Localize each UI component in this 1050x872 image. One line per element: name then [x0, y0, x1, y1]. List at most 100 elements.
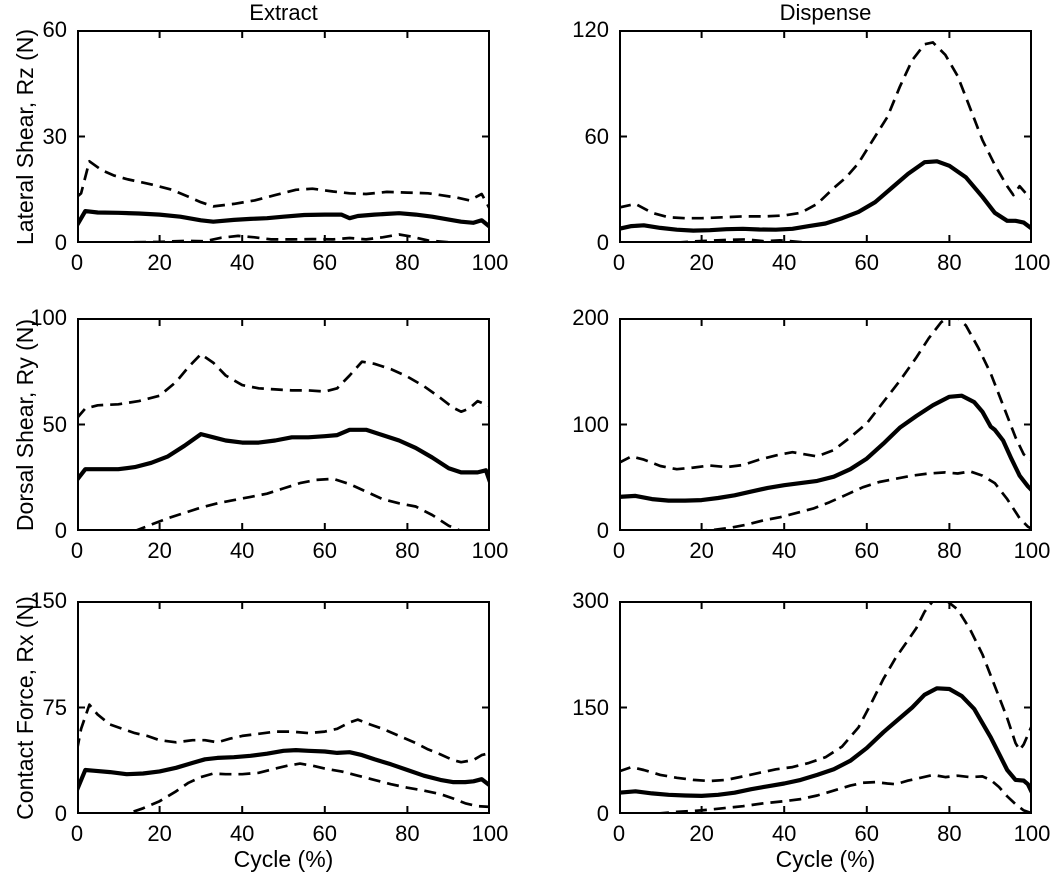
plot-title-dispense: Dispense [779, 0, 872, 25]
x-tick-label: 60 [312, 538, 338, 563]
axes-border [77, 30, 490, 243]
series-mean-line [77, 209, 490, 229]
plot-area-dispense-rz [619, 30, 1032, 243]
subplot-extract-ry [77, 318, 490, 531]
y-tick-label: 60 [42, 17, 67, 42]
x-tick-label: 20 [147, 821, 172, 846]
x-tick-label: 40 [771, 250, 797, 275]
x-tick-label: 60 [312, 250, 338, 275]
series-upper-bound-line [77, 352, 490, 419]
series-lower-bound-line [77, 477, 490, 531]
y-tick-label: 200 [572, 305, 609, 330]
y-tick-label: 0 [596, 518, 609, 543]
x-axis-label-extract-rx: Cycle (%) [233, 846, 334, 872]
y-tick-label: 60 [584, 123, 609, 149]
x-tick-label: 0 [612, 821, 626, 846]
series-mean-line [77, 427, 490, 483]
series-lower-bound-line [77, 762, 490, 814]
plot-area-extract-ry [77, 318, 490, 531]
x-tick-label: 80 [937, 538, 962, 563]
x-tick-label: 80 [937, 821, 962, 846]
series-lower-bound-line [619, 773, 1032, 814]
x-tick-label: 100 [471, 821, 509, 846]
plot-area-dispense-rx [619, 601, 1032, 814]
axes-border [619, 30, 1032, 243]
x-tick-label: 20 [689, 538, 714, 563]
x-tick-label: 40 [771, 538, 797, 563]
subplot-extract-rx [77, 601, 490, 814]
x-tick-label: 60 [854, 538, 880, 563]
x-tick-label: 60 [312, 821, 338, 846]
x-tick-label: 0 [70, 538, 84, 563]
x-tick-label: 100 [1013, 538, 1050, 563]
x-tick-label: 20 [689, 250, 714, 275]
tick-marks [77, 601, 490, 814]
subplot-dispense-rx [619, 601, 1032, 814]
x-tick-label: 40 [771, 821, 797, 846]
series-upper-bound-line [619, 601, 1032, 783]
y-tick-label: 150 [30, 588, 67, 613]
x-tick-label: 20 [147, 538, 172, 563]
x-tick-label: 0 [612, 538, 626, 563]
y-tick-label: 300 [572, 588, 609, 613]
series-mean-line [619, 393, 1032, 503]
y-tick-label: 75 [42, 694, 67, 720]
series-upper-bound-line [77, 703, 490, 764]
y-tick-label: 0 [54, 230, 67, 255]
plot-area-extract-rz [77, 30, 490, 243]
tick-marks [77, 30, 490, 243]
x-axis-label-dispense-rx: Cycle (%) [775, 846, 876, 872]
y-tick-label: 120 [572, 17, 609, 42]
x-tick-label: 80 [395, 538, 420, 563]
subplot-dispense-rz [619, 30, 1032, 243]
x-tick-label: 0 [70, 250, 84, 275]
y-tick-label: 50 [42, 411, 67, 437]
series-mean-line [77, 748, 490, 791]
x-tick-label: 100 [471, 538, 509, 563]
x-tick-label: 40 [229, 250, 255, 275]
tick-marks [619, 30, 1032, 243]
series-lower-bound-line [77, 233, 490, 243]
x-tick-label: 100 [1013, 821, 1050, 846]
y-tick-label: 0 [54, 518, 67, 543]
x-tick-label: 20 [689, 821, 714, 846]
tick-marks [619, 318, 1032, 531]
axes-border [619, 601, 1032, 814]
plot-area-dispense-ry [619, 318, 1032, 531]
x-tick-label: 20 [147, 250, 172, 275]
x-tick-label: 80 [937, 250, 962, 275]
plot-title-extract: Extract [249, 0, 318, 25]
subplot-extract-rz [77, 30, 490, 243]
subplot-dispense-ry [619, 318, 1032, 531]
y-tick-label: 0 [596, 230, 609, 255]
axes-border [77, 601, 490, 814]
x-tick-label: 40 [229, 538, 255, 563]
x-tick-label: 80 [395, 250, 420, 275]
y-tick-label: 100 [572, 411, 609, 437]
series-mean-line [619, 686, 1032, 798]
series-lower-bound-line [619, 238, 1032, 243]
series-upper-bound-line [619, 41, 1032, 220]
x-tick-label: 40 [229, 821, 255, 846]
x-tick-label: 60 [854, 250, 880, 275]
y-tick-label: 0 [596, 801, 609, 826]
y-tick-label: 30 [42, 123, 67, 149]
tick-marks [77, 318, 490, 531]
series-upper-bound-line [619, 318, 1032, 471]
series-lower-bound-line [619, 470, 1032, 531]
x-tick-label: 60 [854, 821, 880, 846]
axes-border [77, 318, 490, 531]
axes-border [619, 318, 1032, 531]
y-tick-label: 100 [30, 305, 67, 330]
x-tick-label: 0 [70, 821, 84, 846]
x-tick-label: 80 [395, 821, 420, 846]
series-mean-line [619, 159, 1032, 233]
x-tick-label: 100 [1013, 250, 1050, 275]
series-upper-bound-line [77, 159, 490, 210]
x-tick-label: 100 [471, 250, 509, 275]
y-tick-label: 0 [54, 801, 67, 826]
x-tick-label: 0 [612, 250, 626, 275]
y-tick-label: 150 [572, 694, 609, 720]
plot-area-extract-rx [77, 601, 490, 814]
